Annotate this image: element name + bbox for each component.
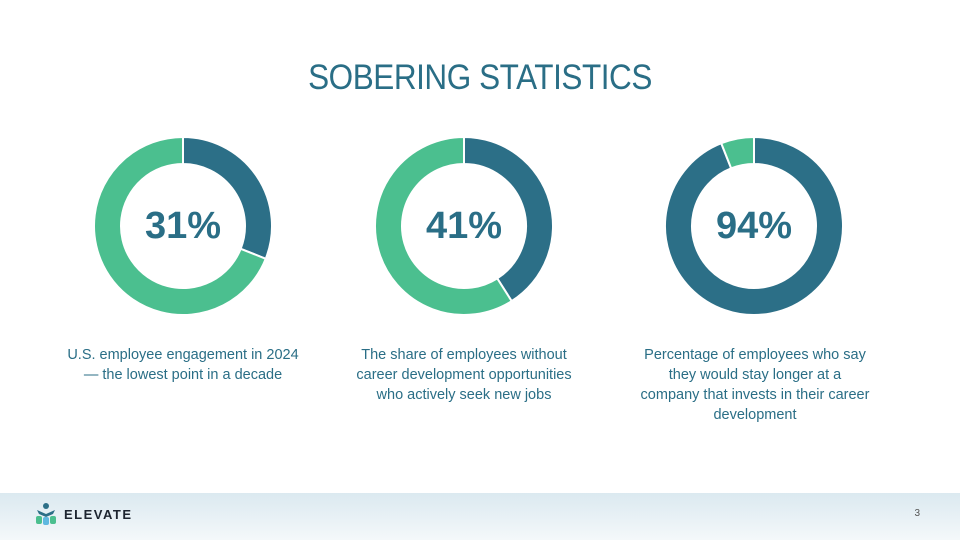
donut-chart-2: 41%: [374, 135, 554, 316]
donut-slice-remainder: [93, 135, 268, 316]
donut-label: 31%: [144, 204, 222, 247]
page-number: 3: [914, 508, 920, 519]
donut-slice-remainder: [374, 135, 514, 316]
caption-1: U.S. employee engagement in 2024 — the l…: [67, 347, 299, 383]
donut-chart-1: 31%: [93, 135, 273, 316]
donut-slice-value: [664, 135, 844, 316]
donut-slice-value: [463, 135, 554, 303]
caption-3: Percentage of employees who say they wou…: [640, 347, 870, 423]
brand-logo: ELEVATE: [34, 502, 133, 526]
footer-bar: [0, 493, 960, 540]
donut-label: 41%: [425, 204, 503, 247]
donut-chart-3: 94%: [664, 135, 844, 316]
donut-slice-remainder: [719, 135, 755, 170]
elevate-logo-icon: [36, 503, 56, 525]
page-title: SOBERING STATISTICS: [308, 58, 652, 97]
donut-label: 94%: [715, 204, 793, 247]
caption-2: The share of employees without career de…: [356, 347, 572, 403]
brand-name: ELEVATE: [64, 506, 133, 522]
